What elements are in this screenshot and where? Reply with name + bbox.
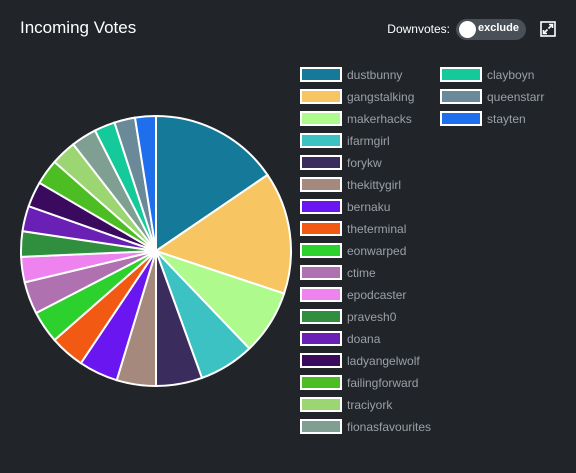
legend-item-failingforward[interactable]: failingforward: [300, 375, 418, 390]
legend-label: queenstarr: [487, 90, 544, 104]
legend-item-thekittygirl[interactable]: thekittygirl: [300, 177, 401, 192]
expand-button[interactable]: [540, 21, 556, 37]
legend-item-pravesh0[interactable]: pravesh0: [300, 309, 397, 324]
legend-label: ifarmgirl: [347, 134, 390, 148]
legend-label: fionasfavourites: [347, 420, 431, 434]
toolbar: Downvotes: exclude: [387, 18, 556, 40]
legend-swatch: [300, 67, 342, 82]
legend-item-forykw[interactable]: forykw: [300, 155, 382, 170]
legend-label: dustbunny: [347, 68, 402, 82]
legend-swatch: [300, 265, 342, 280]
legend-swatch: [300, 419, 342, 434]
legend-item-eonwarped[interactable]: eonwarped: [300, 243, 406, 258]
legend-item-traciyork[interactable]: traciyork: [300, 397, 393, 412]
legend-label: theterminal: [347, 222, 406, 236]
toggle-value: exclude: [478, 21, 519, 34]
legend-item-ladyangelwolf[interactable]: ladyangelwolf: [300, 353, 420, 368]
legend-item-makerhacks[interactable]: makerhacks: [300, 111, 412, 126]
legend-item-gangstalking[interactable]: gangstalking: [300, 89, 414, 104]
legend-item-queenstarr[interactable]: queenstarr: [440, 89, 544, 104]
legend-item-theterminal[interactable]: theterminal: [300, 221, 406, 236]
legend-item-epodcaster[interactable]: epodcaster: [300, 287, 406, 302]
legend-label: eonwarped: [347, 244, 406, 258]
legend-label: forykw: [347, 156, 382, 170]
legend-swatch: [300, 331, 342, 346]
legend-swatch: [300, 375, 342, 390]
legend-label: makerhacks: [347, 112, 412, 126]
legend-item-clayboyn[interactable]: clayboyn: [440, 67, 534, 82]
legend-label: thekittygirl: [347, 178, 401, 192]
downvotes-toggle[interactable]: exclude: [456, 18, 526, 40]
legend-label: pravesh0: [347, 310, 397, 324]
legend-swatch: [300, 353, 342, 368]
pie-slice-dustbunny[interactable]: [155, 114, 269, 253]
legend-swatch: [300, 155, 342, 170]
toggle-knob: [459, 20, 476, 38]
legend-swatch: [300, 199, 342, 214]
legend-item-ctime[interactable]: ctime: [300, 265, 376, 280]
legend-swatch: [300, 133, 342, 148]
panel-title: Incoming Votes: [20, 18, 137, 37]
legend-item-ifarmgirl[interactable]: ifarmgirl: [300, 133, 390, 148]
downvotes-label: Downvotes:: [387, 22, 450, 36]
legend-label: doana: [347, 332, 381, 346]
legend-label: traciyork: [347, 398, 393, 412]
legend-label: bernaku: [347, 200, 390, 214]
legend-swatch: [440, 111, 482, 126]
legend-label: ladyangelwolf: [347, 354, 420, 368]
legend-item-stayten[interactable]: stayten: [440, 111, 526, 126]
legend-swatch: [300, 397, 342, 412]
legend-swatch: [300, 287, 342, 302]
legend-item-fionasfavourites[interactable]: fionasfavourites: [300, 419, 431, 434]
legend-swatch: [440, 89, 482, 104]
legend-swatch: [300, 243, 342, 258]
expand-icon: [540, 21, 556, 37]
legend-item-dustbunny[interactable]: dustbunny: [300, 67, 402, 82]
legend-label: epodcaster: [347, 288, 406, 302]
legend-label: gangstalking: [347, 90, 414, 104]
legend-swatch: [300, 309, 342, 324]
legend-swatch: [300, 221, 342, 236]
legend-swatch: [300, 177, 342, 192]
legend-swatch: [300, 89, 342, 104]
legend-label: stayten: [487, 112, 526, 126]
legend-label: failingforward: [347, 376, 418, 390]
legend-label: ctime: [347, 266, 376, 280]
legend-swatch: [300, 111, 342, 126]
legend-item-doana[interactable]: doana: [300, 331, 381, 346]
pie-slice-gangstalking[interactable]: [153, 173, 292, 295]
legend-swatch: [440, 67, 482, 82]
legend-item-bernaku[interactable]: bernaku: [300, 199, 390, 214]
pie-slice-stayten[interactable]: [133, 114, 157, 252]
legend-label: clayboyn: [487, 68, 534, 82]
